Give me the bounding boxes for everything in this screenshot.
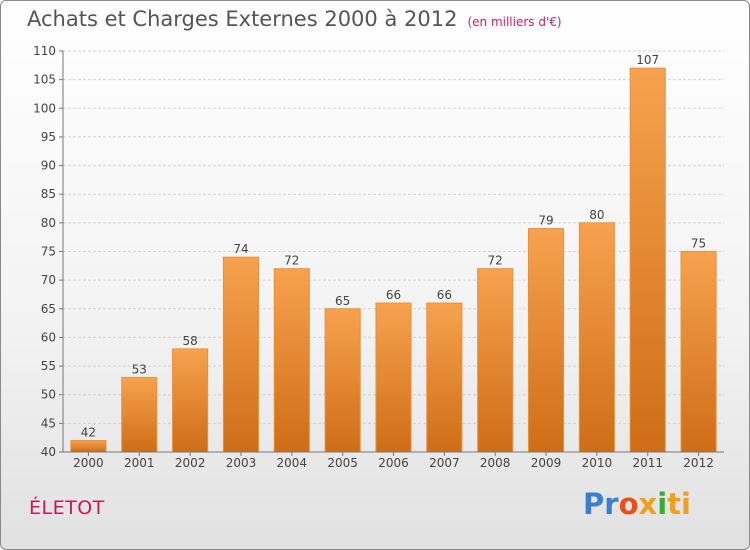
y-tick-label: 75: [41, 245, 56, 259]
data-label: 65: [335, 294, 350, 308]
data-label: 72: [488, 254, 503, 268]
y-tick-label: 70: [41, 273, 56, 287]
data-label: 107: [636, 53, 659, 67]
x-tick-label: 2003: [226, 456, 257, 470]
bar-2003: [222, 256, 260, 453]
data-label: 66: [386, 288, 401, 302]
bar-2011: [629, 67, 666, 453]
bar-2002: [172, 348, 209, 453]
data-label: 74: [233, 242, 248, 256]
bar-2008: [477, 268, 514, 453]
data-label: 66: [437, 288, 452, 302]
data-label: 53: [132, 363, 147, 377]
commune-name: ÉLETOT: [29, 497, 105, 519]
y-tick-label: 55: [41, 359, 56, 373]
axes: [59, 50, 724, 456]
y-tick-label: 85: [41, 187, 56, 201]
y-tick-label: 110: [33, 44, 56, 58]
x-tick-label: 2004: [277, 456, 308, 470]
y-tick-label: 80: [41, 216, 56, 230]
y-tick-label: 60: [41, 330, 56, 344]
x-tick-label: 2010: [582, 456, 613, 470]
bar-2001: [121, 377, 158, 453]
bar-2012: [680, 251, 717, 453]
x-tick-label: 2006: [378, 456, 409, 470]
data-label: 42: [81, 426, 96, 440]
y-tick-label: 65: [41, 302, 56, 316]
x-tick-label: 2012: [683, 456, 714, 470]
y-tick-label: 40: [41, 445, 56, 459]
chart-subtitle: (en milliers d'€): [467, 15, 562, 29]
x-tick-label: 2009: [531, 456, 562, 470]
y-tick-label: 105: [33, 73, 56, 87]
labels: 40 45 50 55 60 65 70 75 80 85 90 95 100 105 110 42 2000 5…: [33, 44, 714, 470]
logo-part-ti: ti: [667, 487, 691, 521]
y-tick-label: 95: [41, 130, 56, 144]
logo-part-x: x: [638, 487, 658, 521]
bar-2004: [273, 268, 310, 453]
x-tick-label: 2005: [327, 456, 358, 470]
x-tick-label: 2001: [124, 456, 155, 470]
data-label: 58: [182, 334, 197, 348]
bars: [70, 67, 717, 453]
bar-2005: [324, 308, 361, 453]
logo-part-i: i: [657, 487, 668, 521]
y-tick-label: 90: [41, 159, 56, 173]
bar-2010: [578, 222, 615, 453]
bar-2007: [426, 302, 463, 453]
x-tick-label: 2011: [632, 456, 663, 470]
logo-part-pr: Pr: [583, 487, 619, 521]
y-tick-label: 100: [33, 101, 56, 115]
bar-2006: [375, 302, 412, 453]
y-tick-label: 50: [41, 388, 56, 402]
bar-2009: [527, 228, 565, 453]
chart-title-text: Achats et Charges Externes 2000 à 2012: [27, 7, 458, 31]
chart-title: Achats et Charges Externes 2000 à 2012 (e…: [27, 7, 562, 31]
data-label: 75: [691, 237, 706, 251]
x-tick-label: 2008: [480, 456, 511, 470]
x-tick-label: 2002: [175, 456, 206, 470]
x-tick-label: 2000: [73, 456, 104, 470]
x-tick-label: 2007: [429, 456, 460, 470]
logo-part-o: o: [618, 487, 639, 521]
data-label: 80: [589, 208, 604, 222]
y-tick-label: 45: [41, 416, 56, 430]
data-label: 79: [538, 214, 553, 228]
proxiti-logo: Proxiti: [583, 487, 691, 521]
bar-2000: [70, 440, 107, 453]
data-label: 72: [284, 254, 299, 268]
